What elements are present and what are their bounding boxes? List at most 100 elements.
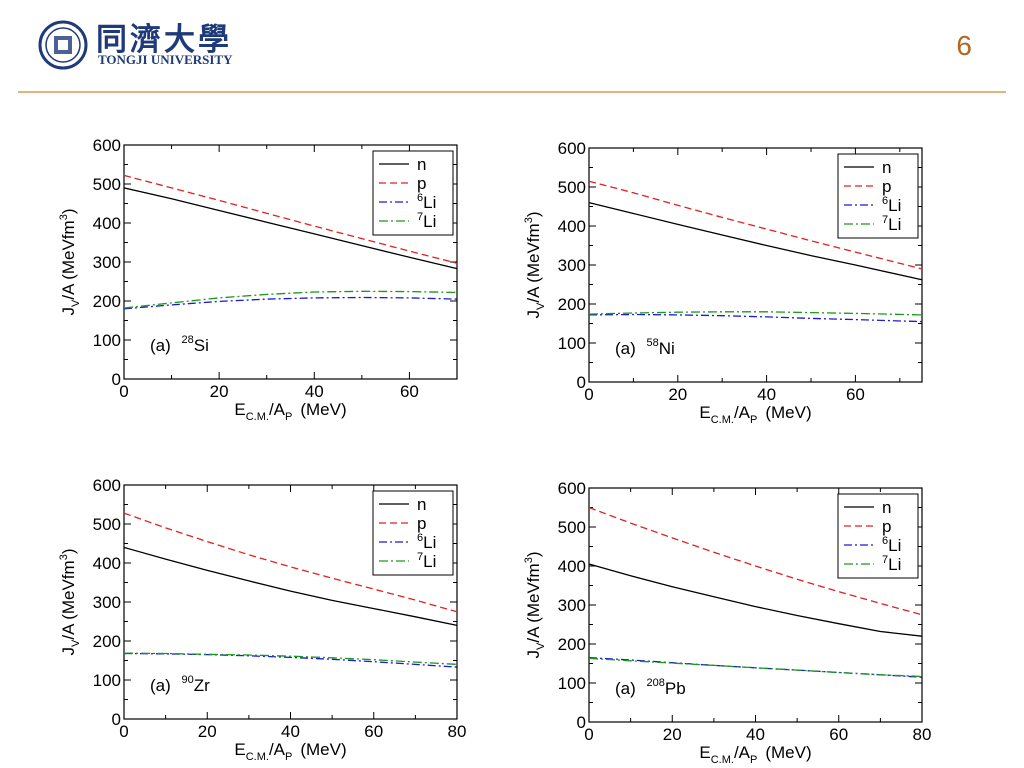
y-tick-label: 400 bbox=[93, 214, 121, 233]
y-tick-label: 600 bbox=[558, 139, 586, 158]
y-tick-label: 600 bbox=[93, 476, 121, 495]
series-line-7li bbox=[588, 311, 923, 316]
legend-label-name: Li bbox=[423, 552, 436, 571]
legend-label: p bbox=[417, 174, 426, 193]
x-tick-label: 40 bbox=[757, 385, 776, 404]
y-tick-label: 0 bbox=[577, 373, 586, 392]
y-tick-label: 300 bbox=[558, 596, 586, 615]
series-line-n bbox=[123, 187, 458, 270]
y-tick-label: 500 bbox=[93, 175, 121, 194]
x-tick-label: 20 bbox=[668, 385, 687, 404]
panel-annotation: (a) 208Pb bbox=[615, 677, 686, 698]
series-line-n bbox=[588, 563, 923, 637]
university-name-chinese: 同濟大學 bbox=[96, 22, 232, 58]
y-tick-label: 300 bbox=[93, 253, 121, 272]
slide-header: 同濟大學 TONGJI UNIVERSITY 6 bbox=[0, 0, 1024, 95]
nucleus-symbol: Si bbox=[194, 336, 209, 355]
page-number: 6 bbox=[956, 30, 972, 61]
legend-label: n bbox=[882, 158, 891, 177]
nucleus-symbol: Ni bbox=[659, 339, 675, 358]
legend-label-superscript: 6 bbox=[417, 192, 423, 204]
nucleus-mass-number: 28 bbox=[182, 334, 194, 346]
y-tick-label: 600 bbox=[558, 479, 586, 498]
y-tick-label: 200 bbox=[93, 632, 121, 651]
legend-label-superscript: 6 bbox=[882, 195, 888, 207]
legend-label: p bbox=[882, 517, 891, 536]
legend-label: p bbox=[417, 514, 426, 533]
series-line-n bbox=[123, 546, 458, 627]
panel-letter: (a) bbox=[615, 339, 641, 358]
y-axis-label: JV/A (MeVfm3) bbox=[58, 549, 82, 656]
series-line-6li bbox=[588, 313, 923, 323]
series-line-6li bbox=[123, 652, 458, 668]
y-tick-label: 0 bbox=[577, 713, 586, 732]
x-axis-label: EC.M./AP (MeV) bbox=[234, 400, 346, 423]
y-axis-label: JV/A (MeVfm3) bbox=[523, 212, 547, 319]
x-tick-label: 20 bbox=[198, 722, 217, 741]
legend-label: 7Li bbox=[882, 214, 901, 234]
legend-label-superscript: 7 bbox=[882, 214, 888, 226]
legend-label-superscript: 6 bbox=[882, 535, 888, 547]
panel-letter: (a) bbox=[150, 676, 176, 695]
series-line-7li bbox=[123, 290, 458, 309]
legend-label-name: Li bbox=[888, 536, 901, 555]
series-line-p bbox=[123, 512, 458, 613]
chart-panel-pb: 0 100 200 300 400 500 600 0 20 40 60 80 n p 6Li 7Li (a) … bbox=[505, 473, 931, 766]
x-tick-label: 60 bbox=[829, 725, 848, 744]
x-tick-label: 60 bbox=[364, 722, 383, 741]
x-tick-label: 80 bbox=[448, 722, 467, 741]
x-axis-label: EC.M./AP (MeV) bbox=[699, 743, 811, 766]
y-tick-label: 300 bbox=[93, 593, 121, 612]
legend-label: n bbox=[417, 155, 426, 174]
y-tick-label: 200 bbox=[558, 635, 586, 654]
legend-label-name: Li bbox=[888, 555, 901, 574]
legend-label: 7Li bbox=[417, 211, 436, 231]
y-tick-label: 100 bbox=[93, 671, 121, 690]
legend-label: n bbox=[417, 495, 426, 514]
x-tick-label: 0 bbox=[584, 385, 593, 404]
x-tick-label: 40 bbox=[281, 722, 300, 741]
legend-label: 7Li bbox=[882, 554, 901, 574]
legend-label-name: Li bbox=[888, 196, 901, 215]
header-divider bbox=[18, 91, 1006, 93]
y-tick-label: 200 bbox=[558, 295, 586, 314]
series-line-n bbox=[588, 201, 923, 281]
series-line-p bbox=[123, 174, 458, 264]
y-tick-label: 100 bbox=[93, 331, 121, 350]
y-tick-label: 500 bbox=[558, 178, 586, 197]
x-tick-label: 60 bbox=[400, 382, 419, 401]
y-tick-label: 400 bbox=[558, 557, 586, 576]
panel-annotation: (a) 90Zr bbox=[150, 674, 210, 695]
legend-label-name: Li bbox=[423, 212, 436, 231]
y-tick-label: 200 bbox=[93, 292, 121, 311]
panel-letter: (a) bbox=[615, 679, 641, 698]
y-tick-label: 400 bbox=[93, 554, 121, 573]
y-tick-label: 300 bbox=[558, 256, 586, 275]
panel-letter: (a) bbox=[150, 336, 176, 355]
y-axis-label: JV/A (MeVfm3) bbox=[58, 209, 82, 316]
legend-label: 7Li bbox=[417, 551, 436, 571]
university-seal-icon bbox=[38, 20, 88, 70]
y-axis-label: JV/A (MeVfm3) bbox=[523, 552, 547, 659]
nucleus-mass-number: 58 bbox=[647, 337, 659, 349]
panel-annotation: (a) 28Si bbox=[150, 334, 209, 355]
nucleus-symbol: Zr bbox=[194, 676, 210, 695]
legend-label: 6Li bbox=[882, 195, 901, 215]
x-tick-label: 40 bbox=[305, 382, 324, 401]
chart-panel-si: 0 100 200 300 400 500 600 0 20 40 60 n p 6Li 7Li (a) 28… bbox=[40, 130, 460, 423]
nucleus-mass-number: 208 bbox=[647, 677, 665, 689]
panel-annotation: (a) 58Ni bbox=[615, 337, 675, 358]
y-tick-label: 0 bbox=[112, 710, 121, 729]
series-line-p bbox=[588, 506, 923, 616]
x-tick-label: 40 bbox=[746, 725, 765, 744]
x-tick-label: 20 bbox=[663, 725, 682, 744]
chart-panel-ni: 0 100 200 300 400 500 600 0 20 40 60 n p 6Li 7Li (a) 58… bbox=[505, 133, 925, 426]
x-tick-label: 0 bbox=[584, 725, 593, 744]
legend-label-name: Li bbox=[423, 193, 436, 212]
legend-label: p bbox=[882, 177, 891, 196]
y-tick-label: 500 bbox=[558, 518, 586, 537]
legend-label-name: Li bbox=[888, 215, 901, 234]
